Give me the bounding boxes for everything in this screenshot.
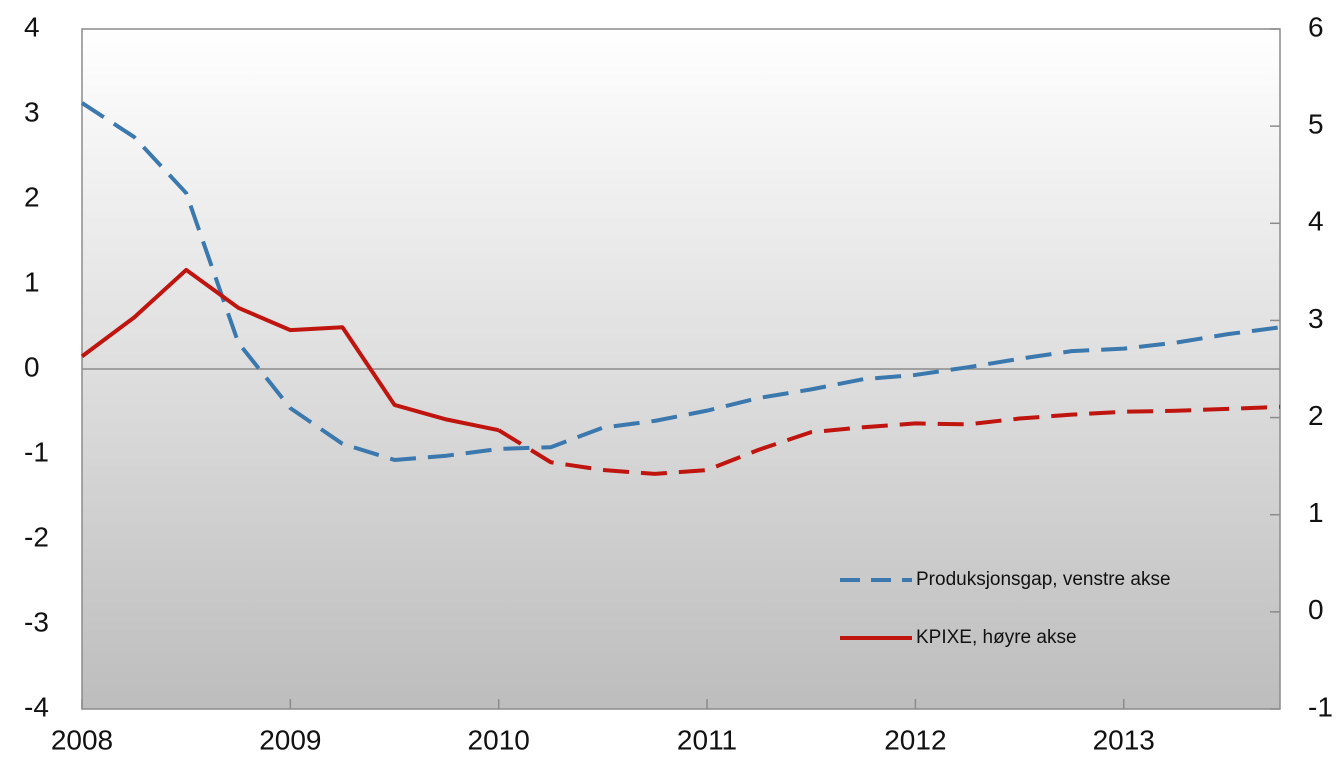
- y-tick-label: 2: [24, 181, 40, 212]
- series-line: [80, 101, 1281, 462]
- x-tick-label: 2011: [677, 724, 737, 755]
- y-tick-label: 3: [24, 96, 40, 127]
- y-tick-label: 1: [24, 266, 40, 297]
- x-tick-label: 2012: [884, 724, 946, 755]
- y2-tick-label: -1: [1308, 691, 1333, 722]
- x-tick-label: 2008: [51, 724, 113, 755]
- y-tick-label: -4: [24, 691, 49, 722]
- y2-tick-label: 2: [1308, 400, 1324, 431]
- series-line: [80, 267, 500, 433]
- y-tick-label: 4: [24, 11, 40, 42]
- legend-label: KPIXE, høyre akse: [916, 627, 1077, 648]
- y2-tick-label: 1: [1308, 497, 1324, 528]
- y2-tick-label: 0: [1308, 594, 1324, 625]
- y2-tick-label: 6: [1308, 11, 1324, 42]
- y-tick-label: -3: [24, 606, 49, 637]
- y-tick-label: 0: [24, 351, 40, 382]
- x-tick-label: 2009: [259, 724, 321, 755]
- y-tick-label: -2: [24, 521, 49, 552]
- x-tick-label: 2013: [1093, 724, 1155, 755]
- legend-label: Produksjonsgap, venstre akse: [916, 569, 1171, 590]
- x-tick-label: 2010: [468, 724, 530, 755]
- series-line: [497, 404, 1281, 476]
- y2-tick-label: 3: [1308, 303, 1324, 334]
- y-tick-label: -1: [24, 436, 49, 467]
- y2-tick-label: 4: [1308, 206, 1324, 237]
- y2-tick-label: 5: [1308, 109, 1324, 140]
